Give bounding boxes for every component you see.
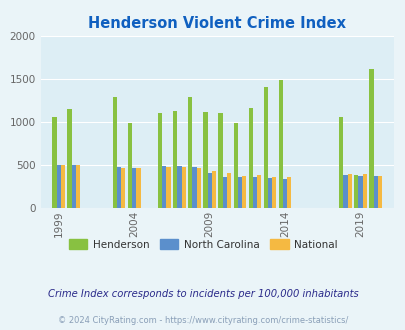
Bar: [377, 176, 381, 208]
Bar: [188, 97, 192, 208]
Bar: [173, 111, 177, 208]
Title: Henderson Violent Crime Index: Henderson Violent Crime Index: [88, 16, 345, 31]
Bar: [177, 166, 181, 208]
Bar: [76, 165, 80, 208]
Bar: [271, 177, 276, 208]
Bar: [196, 168, 200, 208]
Bar: [158, 113, 162, 208]
Bar: [52, 117, 56, 208]
Bar: [207, 173, 211, 208]
Bar: [166, 167, 170, 208]
Bar: [287, 177, 291, 208]
Bar: [192, 167, 196, 208]
Bar: [252, 177, 256, 208]
Bar: [256, 175, 261, 208]
Bar: [136, 168, 140, 208]
Bar: [203, 112, 207, 208]
Bar: [267, 178, 271, 208]
Bar: [282, 179, 287, 208]
Bar: [181, 167, 185, 208]
Bar: [373, 176, 377, 208]
Bar: [218, 113, 222, 208]
Bar: [226, 173, 230, 208]
Bar: [128, 123, 132, 208]
Bar: [358, 176, 362, 208]
Text: © 2024 CityRating.com - https://www.cityrating.com/crime-statistics/: © 2024 CityRating.com - https://www.city…: [58, 316, 347, 325]
Bar: [61, 165, 65, 208]
Bar: [241, 176, 245, 208]
Bar: [72, 165, 76, 208]
Bar: [354, 175, 358, 208]
Bar: [162, 166, 166, 208]
Bar: [263, 87, 267, 208]
Bar: [113, 97, 117, 208]
Bar: [121, 168, 125, 208]
Bar: [233, 123, 237, 208]
Bar: [278, 80, 282, 208]
Bar: [362, 175, 366, 208]
Bar: [369, 69, 373, 208]
Bar: [222, 177, 226, 208]
Bar: [56, 165, 61, 208]
Bar: [211, 172, 215, 208]
Text: Crime Index corresponds to incidents per 100,000 inhabitants: Crime Index corresponds to incidents per…: [47, 289, 358, 299]
Bar: [132, 168, 136, 208]
Bar: [248, 108, 252, 208]
Legend: Henderson, North Carolina, National: Henderson, North Carolina, National: [64, 235, 341, 254]
Bar: [237, 178, 241, 208]
Bar: [347, 174, 351, 208]
Bar: [338, 117, 343, 208]
Bar: [343, 175, 347, 208]
Bar: [67, 109, 72, 208]
Bar: [117, 167, 121, 208]
